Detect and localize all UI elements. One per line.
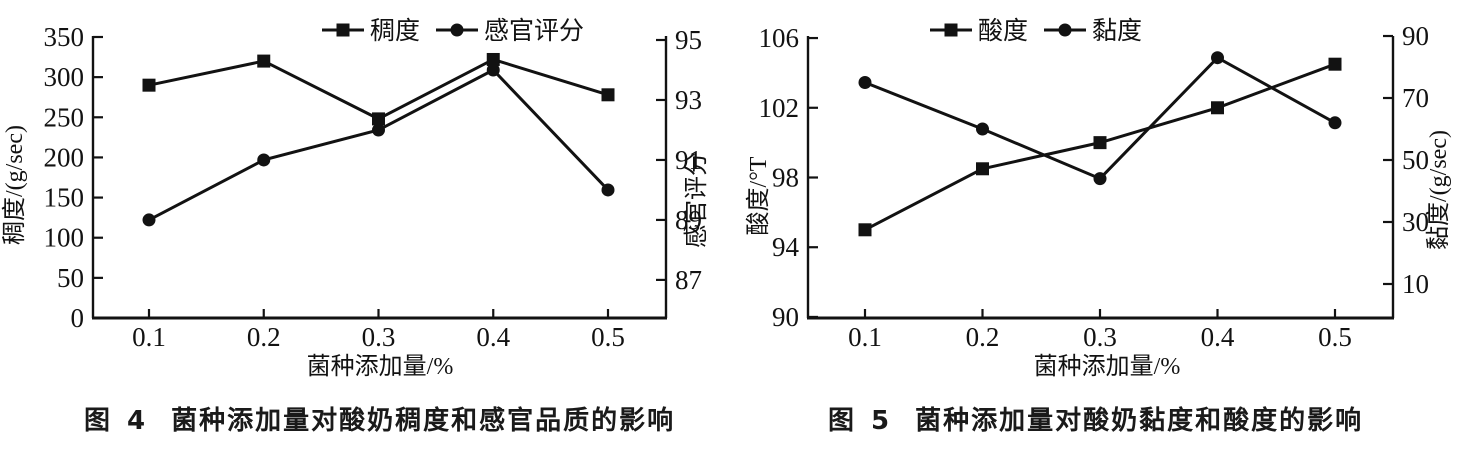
left-tick-label: 102 bbox=[759, 93, 800, 123]
left-tick-label: 0 bbox=[71, 303, 85, 333]
x-axis-title: 菌种添加量/% bbox=[1034, 353, 1181, 380]
figure4-caption-number: 图 4 bbox=[84, 406, 150, 436]
series-marker-circle bbox=[486, 63, 500, 77]
series-line-square bbox=[148, 57, 609, 121]
series-marker-circle bbox=[1328, 116, 1342, 130]
series-marker-square bbox=[1093, 136, 1107, 150]
legend-label: 稠度 bbox=[370, 17, 420, 45]
legend-square-marker bbox=[336, 23, 350, 37]
x-tick-label: 0.3 bbox=[1083, 322, 1117, 352]
x-tick-label: 0.4 bbox=[1201, 322, 1235, 352]
left-tick-label: 150 bbox=[44, 183, 85, 213]
x-tick-label: 0.1 bbox=[848, 322, 882, 352]
legend-circle-marker bbox=[450, 23, 464, 37]
series-marker-circle bbox=[257, 153, 271, 167]
series-marker-circle bbox=[976, 122, 989, 136]
x-tick-label: 0.1 bbox=[132, 322, 166, 352]
series-marker-circle bbox=[601, 183, 615, 197]
right-tick-label: 10 bbox=[1402, 269, 1429, 299]
right-tick-label: 70 bbox=[1402, 83, 1429, 113]
series-marker-square bbox=[601, 88, 615, 102]
right-tick-label: 89 bbox=[675, 205, 702, 235]
right-tick-label: 30 bbox=[1402, 207, 1429, 237]
left-tick-label: 350 bbox=[44, 22, 85, 52]
series-marker-square bbox=[142, 78, 156, 92]
left-tick-label: 94 bbox=[772, 232, 800, 262]
left-tick-label: 250 bbox=[44, 102, 85, 132]
series-marker-square bbox=[486, 52, 500, 66]
legend-label: 酸度 bbox=[978, 17, 1028, 45]
x-tick-label: 0.3 bbox=[362, 322, 396, 352]
series-marker-square bbox=[976, 162, 989, 176]
series-line-circle bbox=[864, 55, 1336, 181]
figure5-caption-text: 菌种添加量对酸奶黏度和酸度的影响 bbox=[915, 406, 1364, 436]
right-tick-label: 87 bbox=[675, 265, 702, 295]
left-tick-label: 106 bbox=[759, 23, 800, 53]
right-tick-label: 93 bbox=[675, 85, 702, 115]
left-tick-label: 300 bbox=[44, 62, 85, 92]
left-axis-title: 稠度/(g/sec) bbox=[1, 125, 28, 245]
figure5-caption: 图 5 菌种添加量对酸奶黏度和酸度的影响 bbox=[828, 400, 1363, 437]
figure4-caption-text: 菌种添加量对酸奶稠度和感官品质的影响 bbox=[171, 406, 676, 436]
left-axis-title: 酸度/°T bbox=[745, 156, 772, 235]
series-marker-circle bbox=[142, 213, 156, 227]
chart-fig4: 0 50 100 150 200 250 300 350 87 89 91 93 95 0.1 0.2 0.3… bbox=[1, 17, 710, 380]
x-tick-label: 0.2 bbox=[966, 322, 1000, 352]
x-tick-label: 0.5 bbox=[591, 322, 625, 352]
series-marker-square bbox=[858, 223, 872, 237]
x-tick-label: 0.5 bbox=[1318, 322, 1352, 352]
chart-fig5: 90 94 98 102 106 10 30 50 70 90 0.1 0.2 0.3 0.4 0.5 酸度/… bbox=[745, 17, 1452, 380]
left-tick-label: 200 bbox=[44, 142, 85, 172]
series-marker-circle bbox=[1093, 172, 1107, 186]
right-axis-title: 黏度/(g/sec) bbox=[1425, 130, 1452, 250]
legend-square-marker bbox=[944, 23, 958, 37]
left-tick-label: 90 bbox=[772, 302, 799, 332]
series-marker-square bbox=[372, 112, 385, 126]
x-tick-label: 0.2 bbox=[247, 322, 281, 352]
x-tick-label: 0.4 bbox=[476, 322, 510, 352]
right-tick-label: 90 bbox=[1402, 21, 1429, 51]
x-axis-title: 菌种添加量/% bbox=[307, 353, 454, 380]
legend-label: 黏度 bbox=[1092, 17, 1142, 45]
series-marker-circle bbox=[858, 76, 872, 90]
series-marker-square bbox=[1328, 57, 1342, 71]
right-tick-label: 95 bbox=[675, 25, 702, 55]
right-axis-title: 感官评分 bbox=[683, 152, 710, 248]
series-marker-circle bbox=[372, 123, 385, 137]
series-marker-square bbox=[1211, 101, 1224, 115]
series-marker-square bbox=[257, 54, 271, 68]
left-tick-label: 98 bbox=[772, 163, 799, 193]
figure4-caption: 图 4 菌种添加量对酸奶稠度和感官品质的影响 bbox=[84, 400, 675, 437]
right-tick-label: 50 bbox=[1402, 145, 1429, 175]
series-line-circle bbox=[148, 68, 610, 222]
right-tick-label: 91 bbox=[675, 145, 702, 175]
series-marker-circle bbox=[1211, 51, 1224, 65]
figure5-caption-number: 图 5 bbox=[828, 406, 894, 436]
left-tick-label: 100 bbox=[44, 223, 85, 253]
legend-label: 感官评分 bbox=[484, 17, 584, 45]
left-tick-label: 50 bbox=[57, 263, 84, 293]
legend-circle-marker bbox=[1058, 23, 1072, 37]
